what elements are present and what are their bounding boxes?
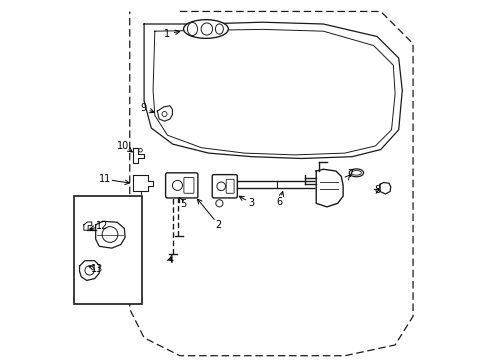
Text: 3: 3 [248, 198, 254, 208]
Ellipse shape [348, 169, 363, 177]
Polygon shape [316, 169, 343, 207]
Text: 11: 11 [99, 174, 111, 184]
Circle shape [172, 180, 182, 190]
Text: 10: 10 [117, 140, 129, 150]
Polygon shape [133, 148, 144, 163]
FancyBboxPatch shape [212, 175, 237, 198]
Ellipse shape [215, 24, 223, 34]
Ellipse shape [351, 171, 361, 175]
Circle shape [139, 148, 142, 152]
Circle shape [217, 182, 225, 190]
Text: 6: 6 [276, 197, 282, 207]
Ellipse shape [183, 20, 228, 39]
Circle shape [162, 112, 167, 117]
Text: 7: 7 [346, 169, 353, 179]
Text: 9: 9 [140, 103, 146, 113]
Polygon shape [157, 106, 172, 121]
Text: 12: 12 [95, 221, 108, 231]
FancyBboxPatch shape [183, 177, 194, 193]
Text: 2: 2 [215, 220, 222, 230]
Ellipse shape [201, 23, 212, 35]
Polygon shape [83, 222, 92, 230]
Ellipse shape [187, 22, 197, 36]
Text: 1: 1 [164, 29, 170, 39]
Text: 4: 4 [167, 255, 173, 265]
FancyBboxPatch shape [165, 173, 198, 198]
Text: 5: 5 [179, 199, 185, 210]
Circle shape [102, 226, 118, 242]
FancyBboxPatch shape [226, 179, 234, 193]
Polygon shape [379, 183, 390, 194]
Bar [74, 196, 142, 304]
Circle shape [215, 200, 223, 207]
Polygon shape [133, 175, 153, 191]
Polygon shape [80, 261, 99, 280]
Circle shape [85, 266, 94, 275]
Polygon shape [96, 221, 125, 248]
Text: 8: 8 [374, 185, 380, 195]
Text: 13: 13 [91, 264, 103, 274]
